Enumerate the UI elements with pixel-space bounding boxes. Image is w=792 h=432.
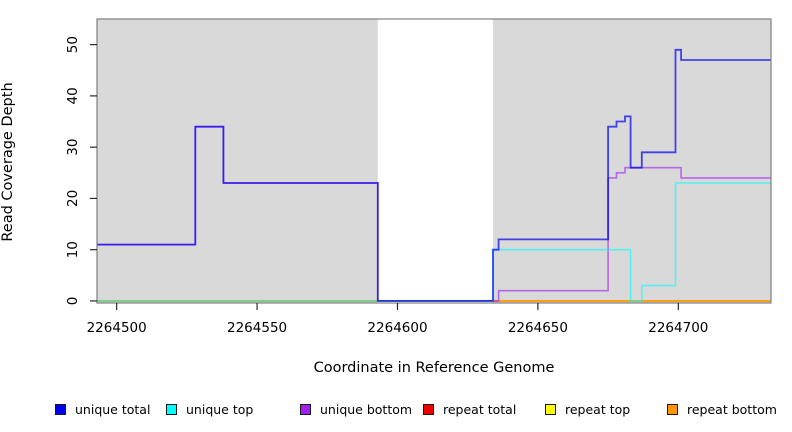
x-tick-label: 2264550 (227, 320, 287, 336)
coverage-gap-band (377, 19, 493, 303)
x-tick-label: 2264700 (648, 320, 708, 336)
legend-swatch-unique-top (166, 403, 177, 415)
y-tick-label: 40 (65, 87, 81, 104)
legend-label-repeat-bottom: repeat bottom (687, 401, 777, 417)
legend-label-repeat-total: repeat total (443, 401, 517, 417)
legend-item-repeat-top: repeat top (545, 398, 630, 420)
legend-swatch-unique-bottom (300, 403, 311, 415)
legend-item-repeat-bottom: repeat bottom (667, 398, 777, 420)
x-axis-title: Coordinate in Reference Genome (313, 360, 555, 376)
series-unique-total-line (97, 48, 771, 302)
legend-item-unique-bottom: unique bottom (300, 398, 412, 420)
y-tick-label: 0 (65, 297, 81, 306)
legend-label-unique-total: unique total (75, 401, 151, 417)
y-tick-label: 20 (65, 190, 81, 207)
y-axis-title: Read Coverage Depth (0, 82, 16, 242)
legend-item-unique-top: unique top (166, 398, 253, 420)
legend-label-repeat-top: repeat top (565, 401, 631, 417)
x-tick-label: 2264500 (87, 320, 147, 336)
x-tick-label: 2264600 (367, 320, 427, 336)
y-tick-label: 10 (65, 241, 81, 258)
legend-label-unique-bottom: unique bottom (320, 401, 413, 417)
legend-item-repeat-total: repeat total (423, 398, 516, 420)
legend-item-unique-total: unique total (55, 398, 150, 420)
legend-swatch-repeat-top (545, 403, 556, 415)
x-tick-label: 2264650 (508, 320, 568, 336)
legend-swatch-repeat-bottom (667, 403, 678, 415)
legend-label-unique-top: unique top (186, 401, 254, 417)
legend-swatch-unique-total (55, 403, 66, 415)
plot-border (96, 18, 772, 304)
y-tick-label: 50 (65, 36, 81, 53)
legend-swatch-repeat-total (423, 403, 434, 415)
legend: unique total unique top unique bottom repea… (0, 398, 792, 422)
y-tick-label: 30 (65, 139, 81, 156)
